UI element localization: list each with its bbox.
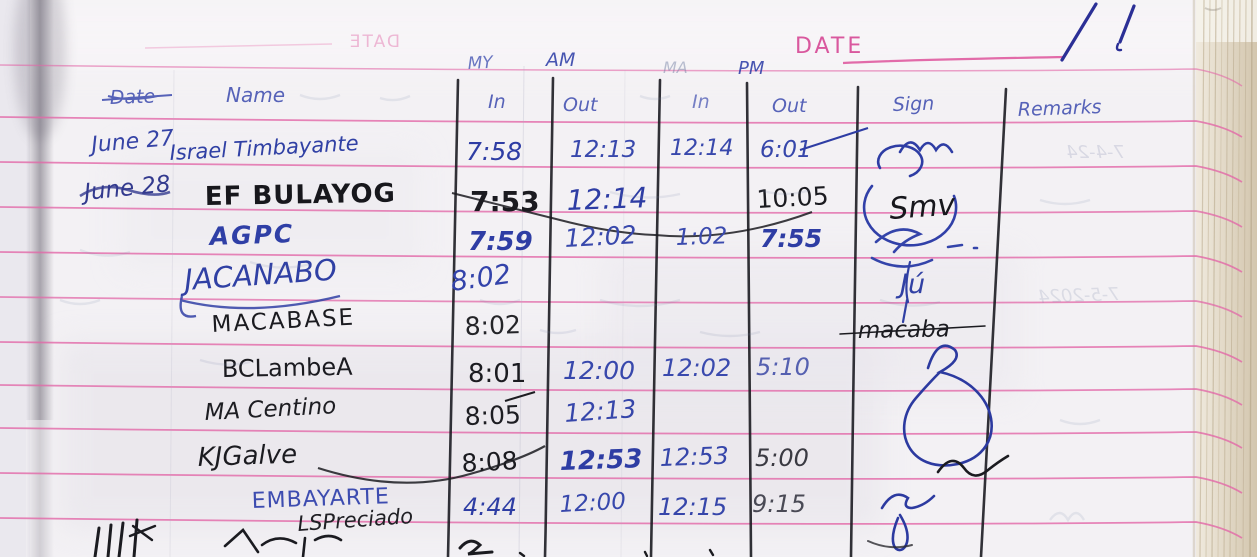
date-header-strike [101, 94, 173, 101]
signatures: Smv Jú macaba [839, 141, 1010, 552]
faint-column-lines [169, 65, 626, 557]
ghost-date-2: 7-5-2024 [1038, 284, 1120, 308]
row6-pm-in: 12:02 [662, 354, 731, 382]
row7-am-in: 8:05 [464, 400, 521, 431]
row8-name: KJGalve [197, 440, 297, 473]
printed-date-label: DATE [795, 34, 864, 59]
ghost-bleed-marks: 7-4-24 7-5-2024 [59, 93, 1125, 523]
signature-row8 [936, 454, 1010, 477]
row7-am-out: 12:13 [563, 394, 637, 428]
col-header-am-in: In [488, 91, 506, 113]
row9-am-in: 4:44 [463, 493, 517, 521]
row6-am-in: 8:01 [468, 359, 526, 389]
row3-am-out: 12:02 [564, 220, 637, 253]
table-vertical-lines [446, 76, 1008, 557]
row2-am-out: 12:14 [566, 181, 648, 217]
row1-pm-out: 6:01 [760, 137, 812, 163]
signature-row6-loop [902, 344, 993, 467]
corner-pen-strokes [1060, 2, 1136, 62]
annotation-ma: MA [663, 58, 688, 77]
signature-row9-wisp [867, 540, 913, 549]
row4-name-flourish [179, 294, 341, 318]
row3-pm-in: 1:02 [675, 223, 728, 251]
signature-row9 [880, 493, 936, 552]
table-header-row: Date Name In Out In Out Sign Remarks [101, 83, 1102, 121]
row1-pm-in: 12:14 [670, 136, 733, 161]
row8-am-in: 8:08 [461, 446, 519, 478]
row2-name: EF BULAYOG [205, 179, 397, 212]
ruled-lines [0, 43, 1243, 539]
row7-slash [504, 391, 536, 402]
signature-row3 [870, 228, 979, 268]
signature-row2-text: Smv [888, 187, 958, 227]
row6-pm-out: 5:10 [756, 353, 810, 381]
col-header-sign: Sign [892, 93, 934, 116]
col-header-pm-in: In [692, 91, 710, 113]
top-labels: DATE DATE MY AM MA PM [348, 32, 864, 79]
signature-row5-strike [839, 325, 986, 335]
table-row: BCLambeA 8:01 12:00 12:02 5:10 [222, 353, 810, 389]
left-binding-shadow [14, 0, 66, 557]
col-header-remarks: Remarks [1017, 96, 1102, 121]
row8-am-out: 12:53 [559, 444, 643, 477]
table-row: KJGalve 8:08 12:53 12:53 5:00 [197, 440, 809, 484]
table-row: AGPC 7:59 12:02 1:02 7:55 [207, 219, 822, 257]
row6-name: BCLambeA [222, 353, 354, 383]
bottom-partial-row [93, 518, 715, 557]
row3-name: AGPC [207, 219, 295, 251]
row1-pen-flick [799, 127, 869, 151]
row5-am-in: 8:02 [464, 310, 521, 341]
row9-am-out: 12:00 [559, 489, 627, 518]
partial-time-mark [458, 539, 494, 556]
row9-name: EMBAYARTE [251, 484, 390, 514]
row2-date-scribble [79, 185, 171, 198]
ghost-date-1: 7-4-24 [1066, 142, 1125, 163]
row8-name-flourish [317, 445, 546, 484]
row1-am-in: 7:58 [466, 137, 522, 166]
table-row: June 28 EF BULAYOG 7:53 12:14 10:05 [79, 171, 829, 238]
page-stack-edge [1192, 0, 1257, 557]
row6-am-out: 12:00 [563, 356, 635, 385]
margin-tally-marks [93, 518, 139, 557]
col-header-am-out: Out [563, 94, 599, 116]
row2-strike [451, 192, 813, 238]
bleed-date-label: DATE [348, 32, 400, 52]
signature-row2-circle [862, 184, 958, 247]
partial-name-scribble [223, 528, 343, 557]
col-header-pm-out: Out [772, 95, 808, 117]
row8-pm-in: 12:53 [659, 442, 729, 472]
signature-row4-text: Jú [895, 269, 925, 300]
annotation-am: AM [544, 49, 575, 71]
annotation-my: MY [467, 53, 495, 74]
col-header-name: Name [226, 83, 285, 107]
row9-pm-out: 9:15 [752, 490, 806, 518]
row2-pm-out: 10:05 [756, 181, 829, 214]
margin-cross-mark [128, 524, 157, 542]
signature-row1 [876, 141, 954, 178]
signature-row4-tail [901, 260, 912, 324]
row8-pm-out: 5:00 [755, 444, 809, 472]
row1-am-out: 12:13 [570, 137, 636, 163]
row9-pm-in: 12:15 [658, 493, 727, 521]
partial-cell-marks [518, 548, 715, 557]
row3-pm-out: 7:55 [760, 224, 822, 253]
row3-am-in: 7:59 [468, 227, 533, 257]
table-row: EMBAYARTE LSPreciado 4:44 12:00 12:15 9:… [251, 484, 806, 536]
annotation-pm: PM [738, 58, 765, 79]
